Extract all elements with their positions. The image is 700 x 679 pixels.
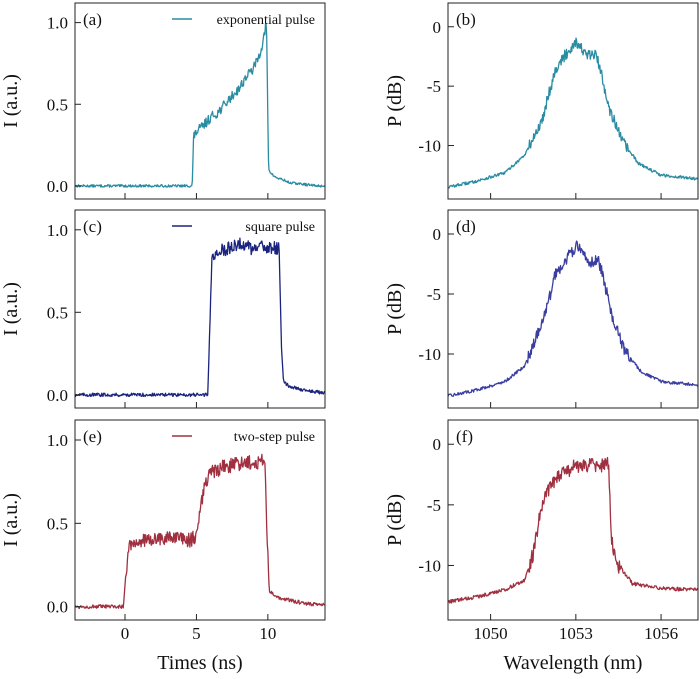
y-tick-label: -5 (427, 77, 441, 96)
panel-f: -10 -5 0 1050 1053 1056 P (dB) Wavelength (nm) (… (384, 419, 699, 674)
plot-frame (74, 2, 326, 200)
y-tick-label: -10 (418, 556, 441, 575)
y-tick-label: 0.0 (47, 177, 68, 196)
panel-label: (a) (83, 10, 102, 29)
series-line-b (447, 37, 699, 189)
x-axis-label: Times (ns) (157, 652, 242, 674)
panel-label: (f) (456, 427, 473, 446)
y-tick-label: 0.0 (47, 386, 68, 405)
y-tick-label: 0.5 (47, 303, 68, 322)
x-axis-label: Wavelength (nm) (504, 652, 643, 674)
y-axis-label: I (a.u.) (0, 74, 22, 128)
legend-label: square pulse (245, 220, 315, 235)
plot-frame (74, 209, 326, 409)
y-tick-label: 1.0 (47, 431, 68, 450)
y-tick-label: -5 (427, 285, 441, 304)
y-tick-label: 0 (433, 435, 442, 454)
y-tick-label: 0.5 (47, 514, 68, 533)
series-line-a (74, 22, 326, 188)
panel-label: (c) (83, 217, 102, 236)
y-tick-label: -10 (418, 345, 441, 364)
panel-a: 0.0 0.5 1.0 I (a.u.) (a) exponential pulse (0, 2, 326, 200)
x-tick-label: 0 (121, 624, 130, 643)
y-axis-label: P (dB) (384, 494, 406, 546)
y-axis-label: I (a.u.) (0, 282, 22, 336)
y-axis-label: P (dB) (384, 283, 406, 335)
panel-label: (d) (456, 217, 476, 236)
panel-label: (e) (83, 427, 102, 446)
plot-frame (447, 209, 699, 409)
x-tick-label: 1050 (474, 624, 508, 643)
panel-label: (b) (456, 10, 476, 29)
y-axis-label: I (a.u.) (0, 493, 22, 547)
panel-e: 0.0 0.5 1.0 0 5 10 I (a.u.) Times (ns) (e) two-st… (0, 419, 326, 674)
panel-b: -10 -5 0 P (dB) (b) (384, 2, 699, 200)
plot-frame (74, 419, 326, 621)
x-tick-label: 5 (192, 624, 201, 643)
series-line-e (74, 453, 326, 610)
x-tick-label: 10 (259, 624, 276, 643)
y-tick-label: 0 (433, 18, 442, 37)
panel-c: 0.0 0.5 1.0 I (a.u.) (c) square pulse (0, 209, 326, 409)
panel-d: -10 -5 0 P (dB) (d) (384, 209, 699, 409)
y-tick-label: 1.0 (47, 221, 68, 240)
series-line-f (447, 456, 699, 604)
y-tick-label: 0 (433, 225, 442, 244)
series-line-c (74, 237, 326, 398)
plot-frame (447, 419, 699, 621)
y-tick-label: 0.0 (47, 598, 68, 617)
legend-label: exponential pulse (217, 13, 315, 28)
x-tick-label: 1056 (644, 624, 678, 643)
legend-label: two-step pulse (234, 430, 315, 445)
y-tick-label: 1.0 (47, 14, 68, 33)
y-tick-label: -10 (418, 137, 441, 156)
y-axis-label: P (dB) (384, 75, 406, 127)
plot-frame (447, 2, 699, 200)
series-line-d (447, 240, 699, 397)
y-tick-label: 0.5 (47, 95, 68, 114)
x-tick-label: 1053 (559, 624, 593, 643)
y-tick-label: -5 (427, 496, 441, 515)
